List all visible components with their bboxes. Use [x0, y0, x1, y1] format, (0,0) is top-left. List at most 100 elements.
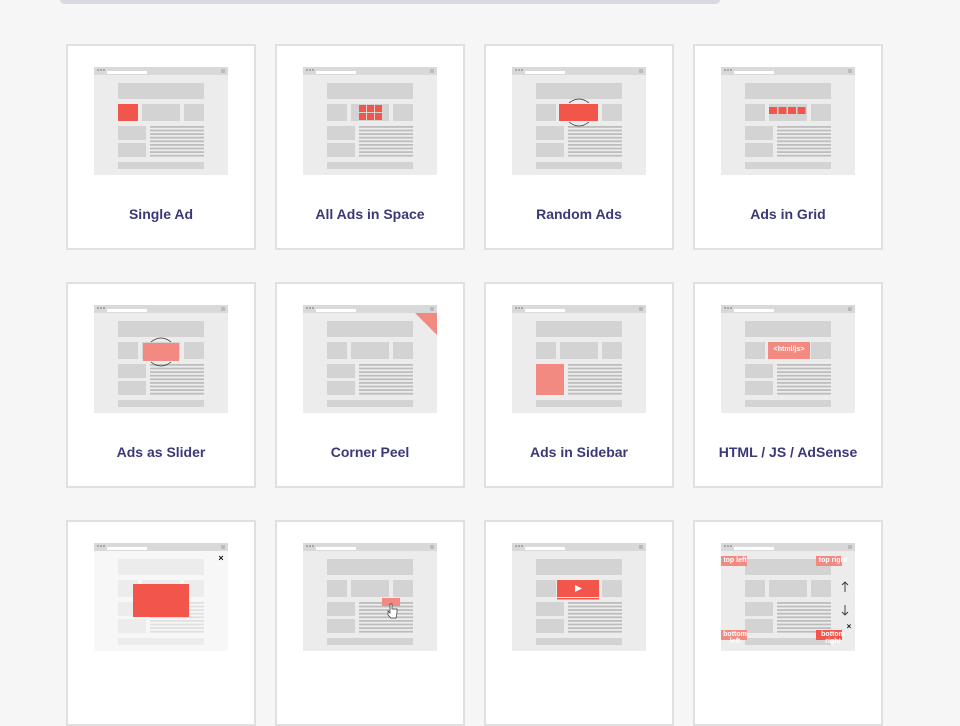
window-button [430, 69, 434, 73]
block [118, 321, 204, 337]
browser-illustration [512, 305, 646, 413]
window-dot [306, 307, 308, 309]
block [327, 559, 413, 575]
ad-type-card[interactable]: × top left top right bottom left bottom righ… [693, 520, 883, 726]
text-line [568, 374, 622, 377]
text-line [150, 630, 204, 633]
text-line [359, 140, 413, 143]
text-line [150, 133, 204, 135]
block [536, 321, 622, 337]
text-line [777, 140, 831, 143]
block [327, 104, 347, 121]
block [602, 580, 622, 597]
text-line [568, 630, 622, 633]
ad [769, 107, 777, 114]
text-line [568, 126, 622, 128]
block [536, 580, 556, 597]
block [745, 638, 831, 645]
text-line [359, 129, 413, 132]
block [536, 104, 556, 121]
text-line [777, 605, 831, 608]
ad [536, 364, 564, 395]
ad-type-card[interactable]: Single Ad [66, 44, 256, 250]
text-line [150, 144, 204, 146]
ad-type-card[interactable] [484, 520, 674, 726]
text-line [568, 612, 622, 615]
position-label: top left [723, 557, 747, 564]
position-label: bottom right [821, 631, 845, 645]
ad [778, 107, 787, 114]
window-button [848, 307, 852, 311]
text-line [359, 392, 413, 395]
text-line [359, 620, 413, 622]
text-line [568, 151, 622, 153]
ad-type-card[interactable]: <html/js> HTML / JS / AdSense [693, 282, 883, 488]
heading-remnant [60, 0, 720, 4]
ad-type-card[interactable] [275, 520, 465, 726]
text-line [359, 616, 413, 619]
text-line [777, 126, 831, 128]
ad [118, 104, 138, 121]
ad-type-card[interactable]: Random Ads [484, 44, 674, 250]
window-dot [521, 307, 523, 309]
window-dot [309, 69, 311, 71]
block [118, 638, 204, 645]
block [184, 342, 204, 359]
text-line [150, 382, 204, 384]
browser-illustration: × [721, 543, 855, 651]
card-title: HTML / JS / AdSense [718, 444, 858, 460]
ad-type-card[interactable]: Ads in Grid [693, 44, 883, 250]
block [327, 321, 413, 337]
window-dot [103, 307, 105, 309]
block [118, 400, 204, 407]
window-button [639, 69, 643, 73]
ad-type-card[interactable]: All Ads in Space [275, 44, 465, 250]
block [745, 104, 765, 121]
text-line [150, 371, 204, 373]
text-line [359, 378, 413, 381]
text-line [359, 382, 413, 384]
close-icon: × [218, 553, 223, 563]
block [393, 342, 413, 359]
ad-type-card[interactable]: × [66, 520, 256, 726]
window-dot [730, 545, 732, 547]
text-line [359, 389, 413, 391]
ad-type-card[interactable]: Ads in Sidebar [484, 282, 674, 488]
text-line [777, 129, 831, 132]
window-button [221, 307, 225, 311]
text-line [359, 147, 413, 150]
text-line [777, 367, 831, 370]
window-button [848, 69, 852, 73]
text-line [359, 371, 413, 373]
block [327, 162, 413, 169]
url-bar [316, 309, 356, 312]
card-title: Ads as Slider [116, 444, 206, 460]
browser-illustration [512, 543, 646, 651]
block [327, 619, 355, 633]
play-icon [575, 585, 582, 592]
close-icon: × [847, 622, 852, 631]
ad [768, 342, 810, 359]
text-line [359, 144, 413, 146]
text-line [150, 616, 204, 619]
block [811, 104, 831, 121]
block [536, 83, 622, 99]
window-dot [730, 69, 732, 71]
ad-type-card[interactable]: Ads as Slider [66, 282, 256, 488]
text-line [568, 609, 622, 611]
window-dot [515, 307, 517, 309]
url-bar [734, 71, 774, 74]
text-line [777, 378, 831, 381]
url-bar [107, 71, 147, 74]
text-line [359, 609, 413, 611]
video-bar [557, 598, 599, 600]
block [327, 638, 413, 645]
browser-illustration [94, 305, 228, 413]
move-arrow [841, 581, 849, 592]
text-line [568, 364, 622, 366]
block [560, 342, 598, 359]
ad-type-card[interactable]: Corner Peel [275, 282, 465, 488]
browser-illustration: × [94, 543, 228, 651]
text-line [150, 151, 204, 153]
window-dot [306, 545, 308, 547]
